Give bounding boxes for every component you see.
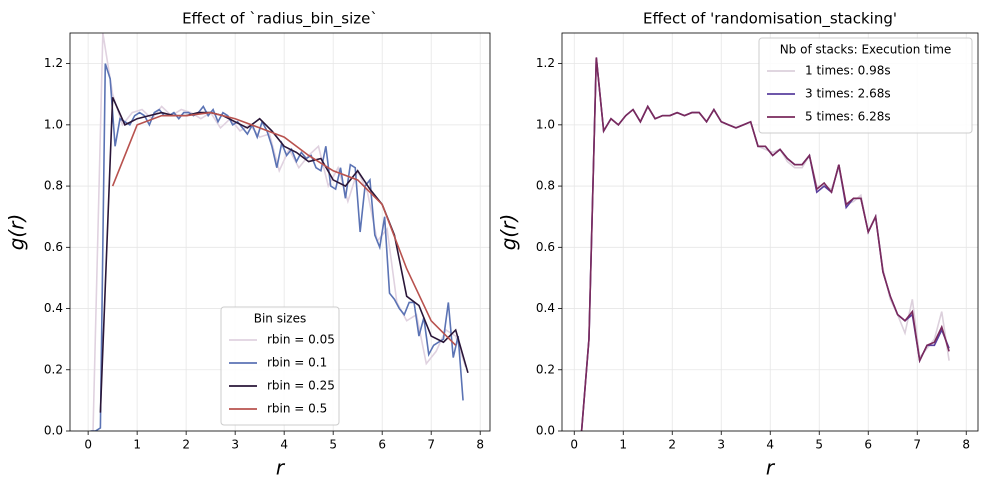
x-tick-label: 3 [717, 438, 725, 452]
y-tick-label: 0.6 [44, 240, 63, 254]
x-tick-label: 0 [570, 438, 578, 452]
legend-title: Nb of stacks: Execution time [780, 43, 952, 57]
y-tick-label: 1.0 [536, 117, 555, 131]
y-tick-label: 0.8 [536, 179, 555, 193]
x-tick-label: 5 [329, 438, 337, 452]
x-axis-label: r [766, 456, 776, 480]
x-tick-label: 7 [913, 438, 921, 452]
axes-frame [561, 32, 979, 432]
x-tick-label: 5 [815, 438, 823, 452]
x-tick-label: 1 [133, 438, 141, 452]
x-tick-label: 7 [427, 438, 435, 452]
x-tick-label: 2 [182, 438, 190, 452]
y-tick-label: 0.4 [536, 301, 555, 315]
legend: Bin sizes rbin = 0.05 rbin = 0.1 rbin = 0.2… [220, 306, 340, 426]
x-tick-label: 4 [766, 438, 774, 452]
data-line [99, 96, 469, 413]
y-tick-label: 0.6 [536, 240, 555, 254]
y-tick-label: 0.8 [44, 179, 63, 193]
x-tick-label: 0 [84, 438, 92, 452]
data-line [580, 57, 950, 431]
chart-title: Effect of `radius_bin_size` [182, 10, 378, 29]
y-tick-label: 0.2 [44, 362, 63, 376]
plot-area [90, 33, 469, 431]
legend-title: Bin sizes [254, 312, 307, 326]
data-line [111, 111, 457, 346]
y-tick-label: 1.2 [44, 56, 63, 70]
legend-label: rbin = 0.25 [267, 379, 335, 393]
axes: 0 1 2 3 4 5 6 7 8 0.0 0.2 0.4 0.6 0.8 1.0 1.2 Effect of … [5, 10, 491, 480]
plot-area [580, 57, 950, 431]
y-tick-label: 0.0 [536, 424, 555, 438]
legend-label: 5 times: 6.28s [805, 110, 891, 124]
x-tick-label: 1 [619, 438, 627, 452]
y-tick-label: 1.0 [44, 117, 63, 131]
legend-label: 3 times: 2.68s [805, 87, 891, 101]
x-tick-label: 8 [476, 438, 484, 452]
y-tick-label: 0.4 [44, 301, 63, 315]
legend-box [220, 306, 340, 426]
y-axis-label: g(r) [497, 214, 521, 251]
chart-title: Effect of 'randomisation_stacking' [643, 10, 897, 29]
y-tick-label: 0.0 [44, 424, 63, 438]
legend-label: rbin = 0.05 [267, 333, 335, 347]
x-tick-label: 3 [231, 438, 239, 452]
legend-box [758, 37, 973, 134]
axes-frame [69, 32, 491, 432]
legend: Nb of stacks: Execution time 1 times: 0.9… [758, 37, 973, 134]
axes: 0 1 2 3 4 5 6 7 8 0.0 0.2 0.4 0.6 0.8 1.0 1.2 Effect of … [497, 10, 979, 480]
x-tick-label: 6 [378, 438, 386, 452]
y-tick-label: 1.2 [536, 56, 555, 70]
legend-label: rbin = 0.5 [267, 402, 327, 416]
legend-label: 1 times: 0.98s [805, 64, 891, 78]
x-tick-label: 4 [280, 438, 288, 452]
x-tick-label: 8 [962, 438, 970, 452]
y-tick-label: 0.2 [536, 362, 555, 376]
data-line [90, 63, 464, 431]
y-axis-label: g(r) [5, 214, 29, 251]
x-tick-label: 6 [864, 438, 872, 452]
x-tick-label: 2 [668, 438, 676, 452]
x-axis-label: r [276, 456, 286, 480]
legend-label: rbin = 0.1 [267, 356, 327, 370]
